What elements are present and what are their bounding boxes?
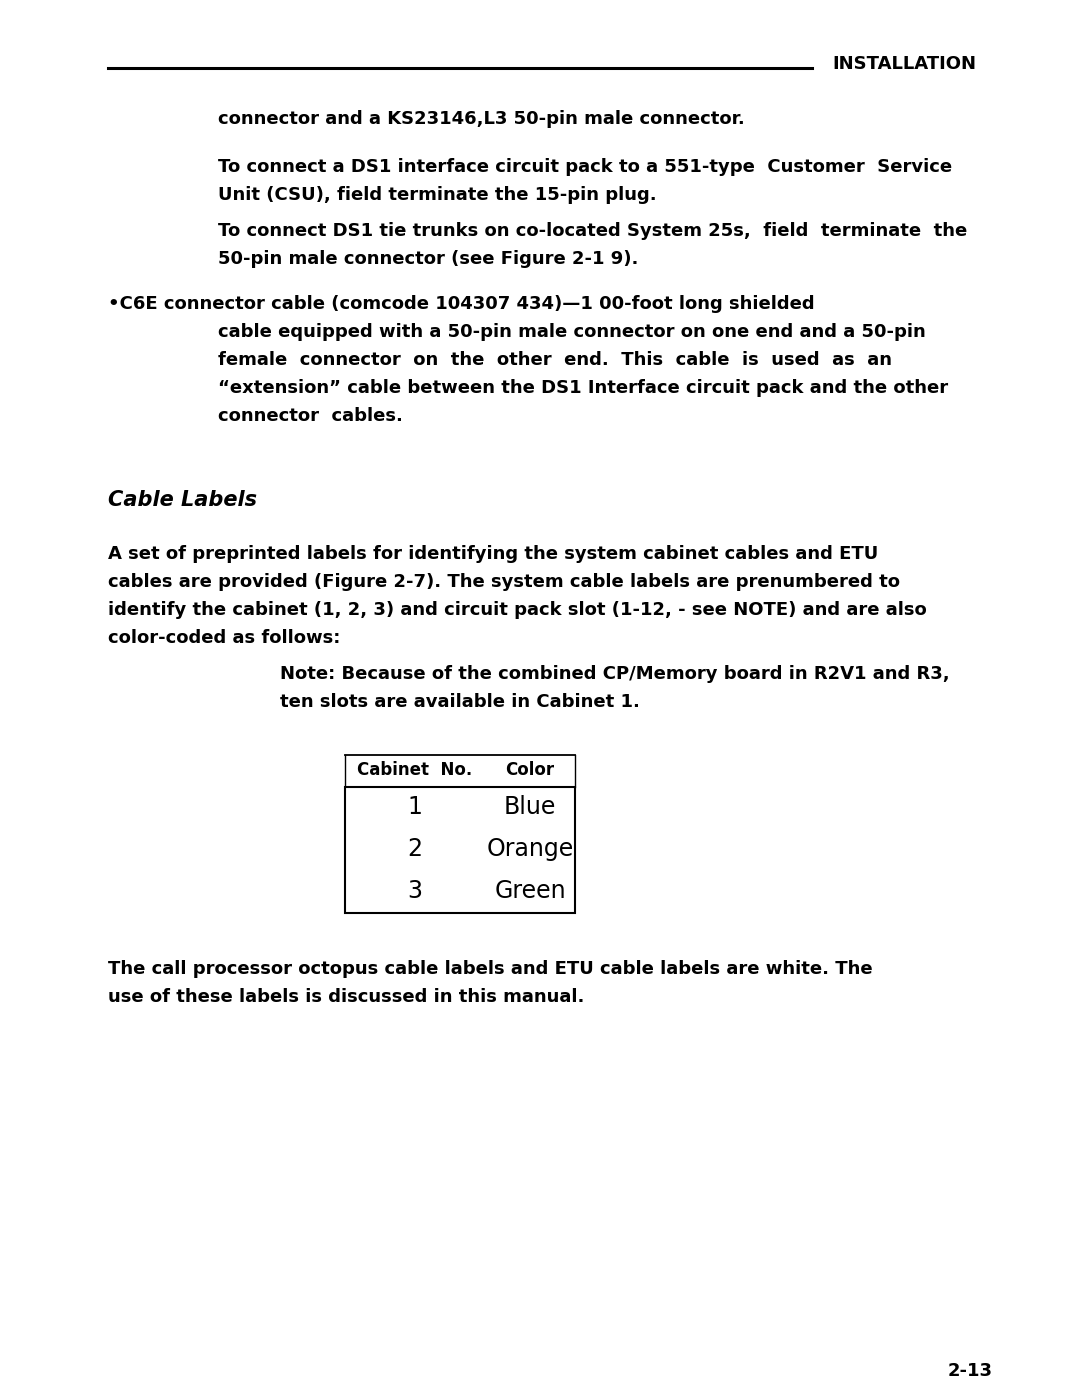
Text: Note: Because of the combined CP/Memory board in R2V1 and R3,: Note: Because of the combined CP/Memory … [280,665,949,683]
Text: female  connector  on  the  other  end.  This  cable  is  used  as  an: female connector on the other end. This … [218,351,892,369]
Text: “extension” cable between the DS1 Interface circuit pack and the other: “extension” cable between the DS1 Interf… [218,378,948,396]
Text: color-coded as follows:: color-coded as follows: [108,629,340,647]
Text: 2-13: 2-13 [947,1362,993,1380]
Text: INSTALLATION: INSTALLATION [832,56,976,72]
Text: A set of preprinted labels for identifying the system cabinet cables and ETU: A set of preprinted labels for identifyi… [108,545,878,563]
Text: identify the cabinet (1, 2, 3) and circuit pack slot (1-12, - see NOTE) and are : identify the cabinet (1, 2, 3) and circu… [108,601,927,619]
Text: The call processor octopus cable labels and ETU cable labels are white. The: The call processor octopus cable labels … [108,960,873,978]
Text: ten slots are available in Cabinet 1.: ten slots are available in Cabinet 1. [280,693,639,711]
Text: Cabinet  No.: Cabinet No. [357,761,473,779]
Text: 50-pin male connector (see Figure 2-1 9).: 50-pin male connector (see Figure 2-1 9)… [218,250,638,268]
Text: Unit (CSU), field terminate the 15-pin plug.: Unit (CSU), field terminate the 15-pin p… [218,186,657,204]
Bar [345,787,575,912]
Text: 1: 1 [407,796,422,819]
Text: Green: Green [495,879,566,903]
Text: Orange: Orange [486,837,573,861]
Text: connector  cables.: connector cables. [218,408,403,426]
Text: To connect a DS1 interface circuit pack to a 551-type  Customer  Service: To connect a DS1 interface circuit pack … [218,159,953,177]
Text: •C6E connector cable (comcode 104307 434)—1 00-foot long shielded: •C6E connector cable (comcode 104307 434… [108,295,814,313]
Text: use of these labels is discussed in this manual.: use of these labels is discussed in this… [108,988,584,1006]
Text: 2: 2 [407,837,422,861]
Text: To connect DS1 tie trunks on co-located System 25s,  field  terminate  the: To connect DS1 tie trunks on co-located … [218,223,968,241]
Text: 3: 3 [407,879,422,903]
Text: Cable Labels: Cable Labels [108,490,257,510]
Text: Color: Color [505,761,554,779]
Text: connector and a KS23146,L3 50-pin male connector.: connector and a KS23146,L3 50-pin male c… [218,110,745,128]
Text: cable equipped with a 50-pin male connector on one end and a 50-pin: cable equipped with a 50-pin male connec… [218,323,926,341]
Text: Blue: Blue [503,796,556,819]
Text: cables are provided (Figure 2-7). The system cable labels are prenumbered to: cables are provided (Figure 2-7). The sy… [108,573,900,591]
